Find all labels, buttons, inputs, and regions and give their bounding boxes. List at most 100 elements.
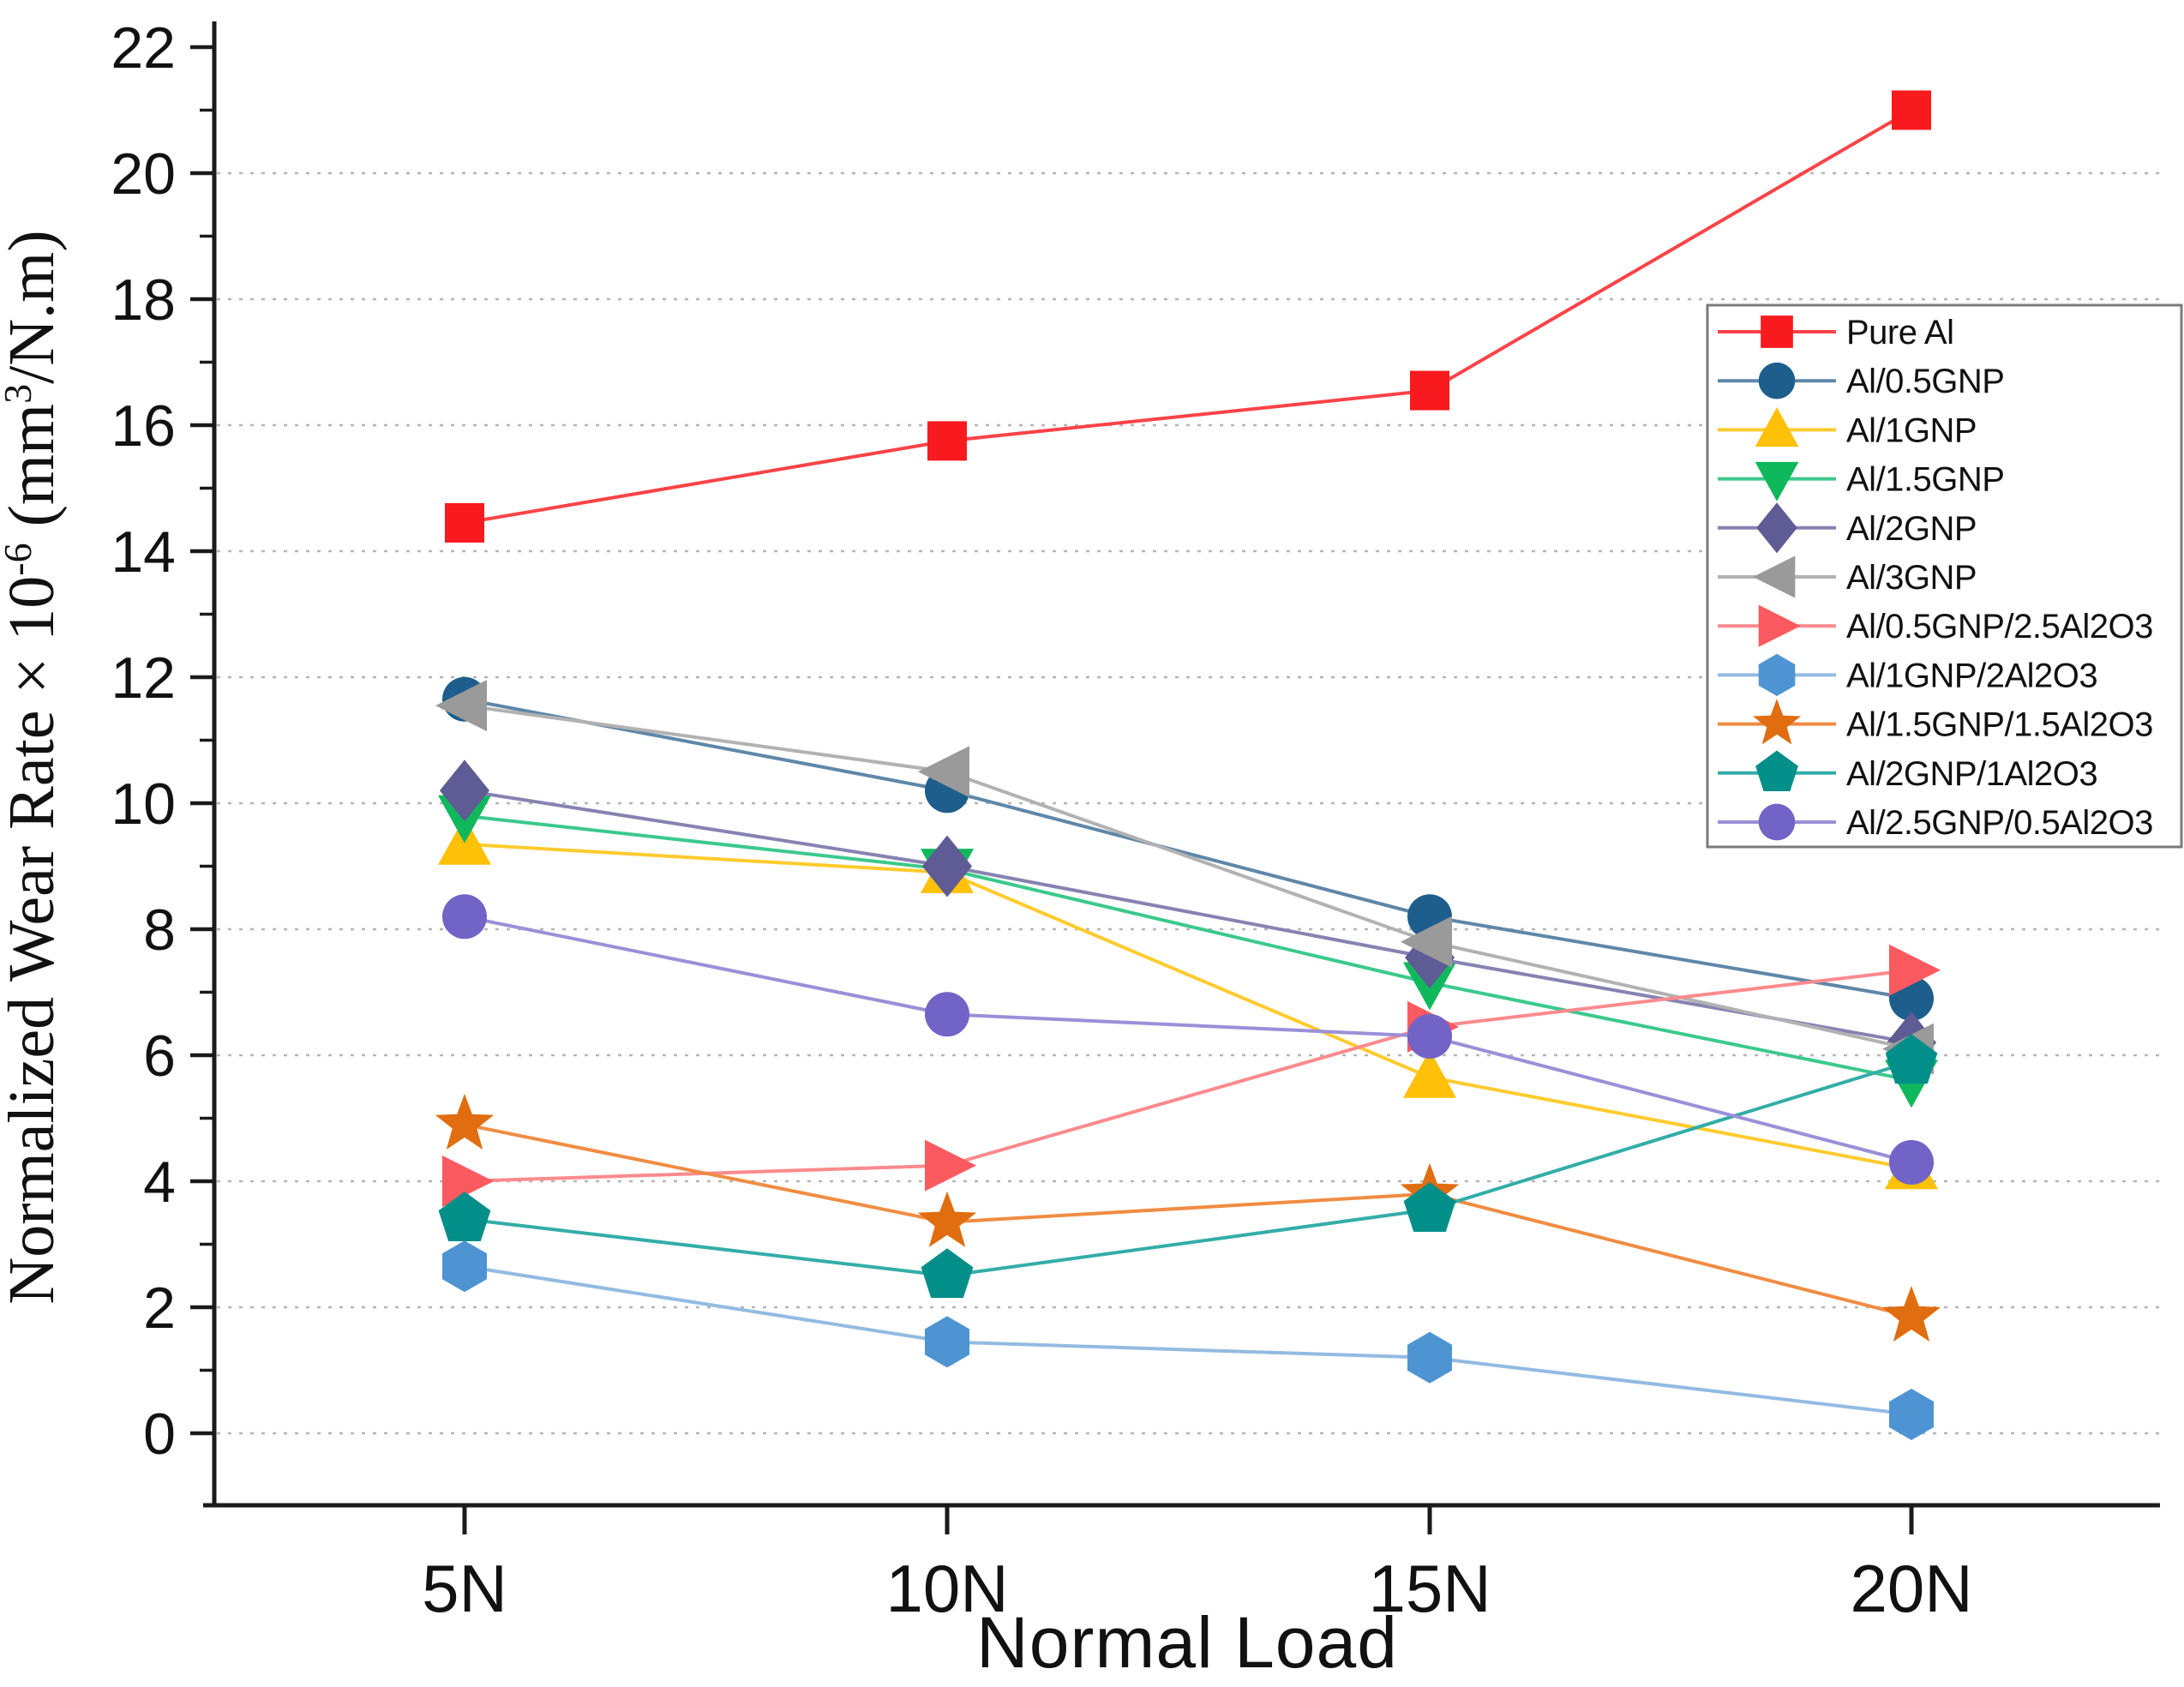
- data-point-pure-al-20n: [1892, 90, 1931, 130]
- x-tick-label: 15N: [1368, 1551, 1491, 1626]
- y-tick-label: 0: [143, 1402, 176, 1467]
- series-line: [464, 697, 1912, 1000]
- data-point-al-2gnp-1al2o3-10n: [921, 1248, 974, 1299]
- y-tick-label: 20: [111, 141, 176, 207]
- y-tick-label: 14: [111, 519, 176, 585]
- legend-label: Al/1.5GNP: [1846, 461, 2004, 499]
- axes: 0 2 4 6 8 10 12 14 16 18 20 22 5N 10N 15N 20N: [111, 15, 2160, 1626]
- series-line: [464, 704, 1912, 1051]
- legend-item-al-0-5gnp: Al/0.5GNP: [1718, 362, 2005, 400]
- legend-label: Al/0.5GNP/2.5Al2O3: [1846, 608, 2153, 645]
- legend-marker-circle: [1758, 803, 1796, 841]
- legend-marker-square: [1761, 315, 1793, 348]
- legend-marker-triangle-up: [1755, 407, 1799, 447]
- legend-marker-triangle-down: [1755, 461, 1799, 501]
- legend-marker-circle: [1758, 362, 1796, 399]
- data-point-al-1gnp-2al2o3-10n: [925, 1316, 969, 1368]
- legend-item-al-0-5gnp-2-5al2o3: Al/0.5GNP/2.5Al2O3: [1718, 604, 2153, 647]
- data-point-al-1gnp-2al2o3-5n: [442, 1240, 487, 1293]
- data-point-al-2gnp-1al2o3-20n: [1885, 1034, 1938, 1084]
- data-point-al-2gnp-1al2o3-15n: [1403, 1182, 1456, 1232]
- data-point-al-1gnp-15n: [1403, 1049, 1456, 1098]
- data-point-al-2-5gnp-0-5al2o3-5n: [442, 894, 487, 940]
- series-pure-al: [445, 90, 1931, 543]
- y-tick-label: 4: [143, 1150, 176, 1215]
- data-point-al-1-5gnp-1-5al2o3-20n: [1881, 1286, 1941, 1342]
- series-al-1gnp: [438, 816, 1938, 1190]
- data-point-al-2gnp-1al2o3-5n: [438, 1192, 491, 1241]
- data-point-al-0-5gnp-2-5al2o3-20n: [1889, 944, 1941, 996]
- series-line: [464, 842, 1912, 1171]
- legend: Pure Al Al/0.5GNP Al/1GNP Al/1.5GNP Al/2GNP A…: [1706, 303, 2183, 849]
- y-tick-label: 16: [111, 393, 176, 459]
- series-line: [464, 1060, 1912, 1278]
- series-line: [464, 108, 1913, 525]
- x-tick-label: 20N: [1850, 1551, 1972, 1626]
- data-point-al-1gnp-2al2o3-15n: [1407, 1331, 1452, 1384]
- y-tick-label: 12: [111, 645, 176, 711]
- y-tick-label: 8: [143, 898, 176, 963]
- data-point-al-2gnp-10n: [922, 835, 972, 898]
- legend-item-al-1-5gnp: Al/1.5GNP: [1718, 461, 2005, 501]
- legend-marker-triangle-right: [1758, 604, 1801, 647]
- y-tick-label: 18: [111, 267, 176, 333]
- data-point-al-2-5gnp-0-5al2o3-10n: [925, 992, 969, 1037]
- data-point-al-2-5gnp-0-5al2o3-20n: [1889, 1139, 1934, 1185]
- data-point-pure-al-10n: [927, 421, 967, 461]
- legend-item-pure-al: Pure Al: [1718, 314, 1954, 351]
- y-tick-label: 10: [111, 771, 176, 837]
- legend-label: Al/1GNP/2Al2O3: [1846, 657, 2097, 694]
- data-point-al-3gnp-15n: [1401, 916, 1452, 968]
- legend-item-al-2gnp-1al2o3: Al/2GNP/1Al2O3: [1718, 750, 2098, 793]
- y-tick-label: 2: [143, 1276, 176, 1341]
- legend-marker-pentagon: [1755, 750, 1798, 792]
- data-point-al-3gnp-10n: [918, 746, 969, 798]
- legend-item-al-1gnp: Al/1GNP: [1718, 407, 1977, 449]
- legend-label: Al/0.5GNP: [1846, 363, 2004, 400]
- x-axis-title: Normal Load: [976, 1602, 1398, 1683]
- series-line: [464, 1264, 1912, 1416]
- data-point-pure-al-15n: [1410, 370, 1449, 411]
- legend-label: Al/1.5GNP/1.5Al2O3: [1846, 706, 2153, 744]
- y-tick-label: 22: [111, 15, 176, 81]
- legend-label: Al/1GNP: [1846, 411, 1977, 449]
- legend-item-al-1-5gnp-1-5al2o3: Al/1.5GNP/1.5Al2O3: [1718, 699, 2153, 745]
- data-point-al-1-5gnp-1-5al2o3-5n: [435, 1093, 495, 1150]
- series-line: [464, 789, 1912, 1045]
- data-point-al-1gnp-2al2o3-20n: [1889, 1388, 1934, 1440]
- data-point-al-1-5gnp-1-5al2o3-10n: [917, 1191, 977, 1247]
- data-point-al-0-5gnp-2-5al2o3-10n: [925, 1139, 976, 1192]
- series-line: [464, 813, 1912, 1083]
- legend-marker-hexagon: [1758, 653, 1796, 696]
- data-point-al-2gnp-5n: [440, 759, 489, 822]
- series-al-2-5gnp-0-5al2o3: [442, 894, 1934, 1185]
- legend-marker-diamond: [1756, 502, 1797, 554]
- legend-item-al-1gnp-2al2o3: Al/1GNP/2Al2O3: [1718, 653, 2098, 696]
- series-line: [464, 1122, 1912, 1318]
- legend-label: Al/2GNP: [1846, 510, 1977, 548]
- gridlines: [217, 171, 2160, 1435]
- data-point-al-2-5gnp-0-5al2o3-15n: [1407, 1013, 1452, 1059]
- legend-label: Al/3GNP: [1846, 559, 1977, 597]
- legend-marker-triangle-left: [1753, 555, 1796, 598]
- legend-label: Al/2.5GNP/0.5Al2O3: [1846, 804, 2153, 842]
- data-point-pure-al-5n: [445, 502, 484, 543]
- legend-marker-star: [1752, 699, 1802, 745]
- data-point-al-0-5gnp-2-5al2o3-5n: [442, 1156, 494, 1207]
- x-tick-label: 5N: [422, 1551, 507, 1626]
- legend-item-al-2-5gnp-0-5al2o3: Al/2.5GNP/0.5Al2O3: [1718, 803, 2153, 842]
- series-al-0-5gnp-2-5al2o3: [442, 944, 1941, 1207]
- series-al-1gnp-2al2o3: [442, 1240, 1934, 1440]
- y-axis-title: Normalized Wear Rate × 10-6 (mm3/N.m): [0, 230, 68, 1304]
- data-point-al-3gnp-5n: [435, 680, 487, 732]
- legend-label: Pure Al: [1846, 314, 1953, 351]
- legend-item-al-2gnp: Al/2GNP: [1718, 502, 1977, 554]
- series-line: [464, 915, 1912, 1164]
- legend-label: Al/2GNP/1Al2O3: [1846, 755, 2097, 793]
- y-tick-label: 6: [143, 1024, 176, 1089]
- x-tick-label: 10N: [885, 1551, 1008, 1626]
- series-layer: [435, 90, 1941, 1440]
- legend-item-al-3gnp: Al/3GNP: [1718, 555, 1977, 598]
